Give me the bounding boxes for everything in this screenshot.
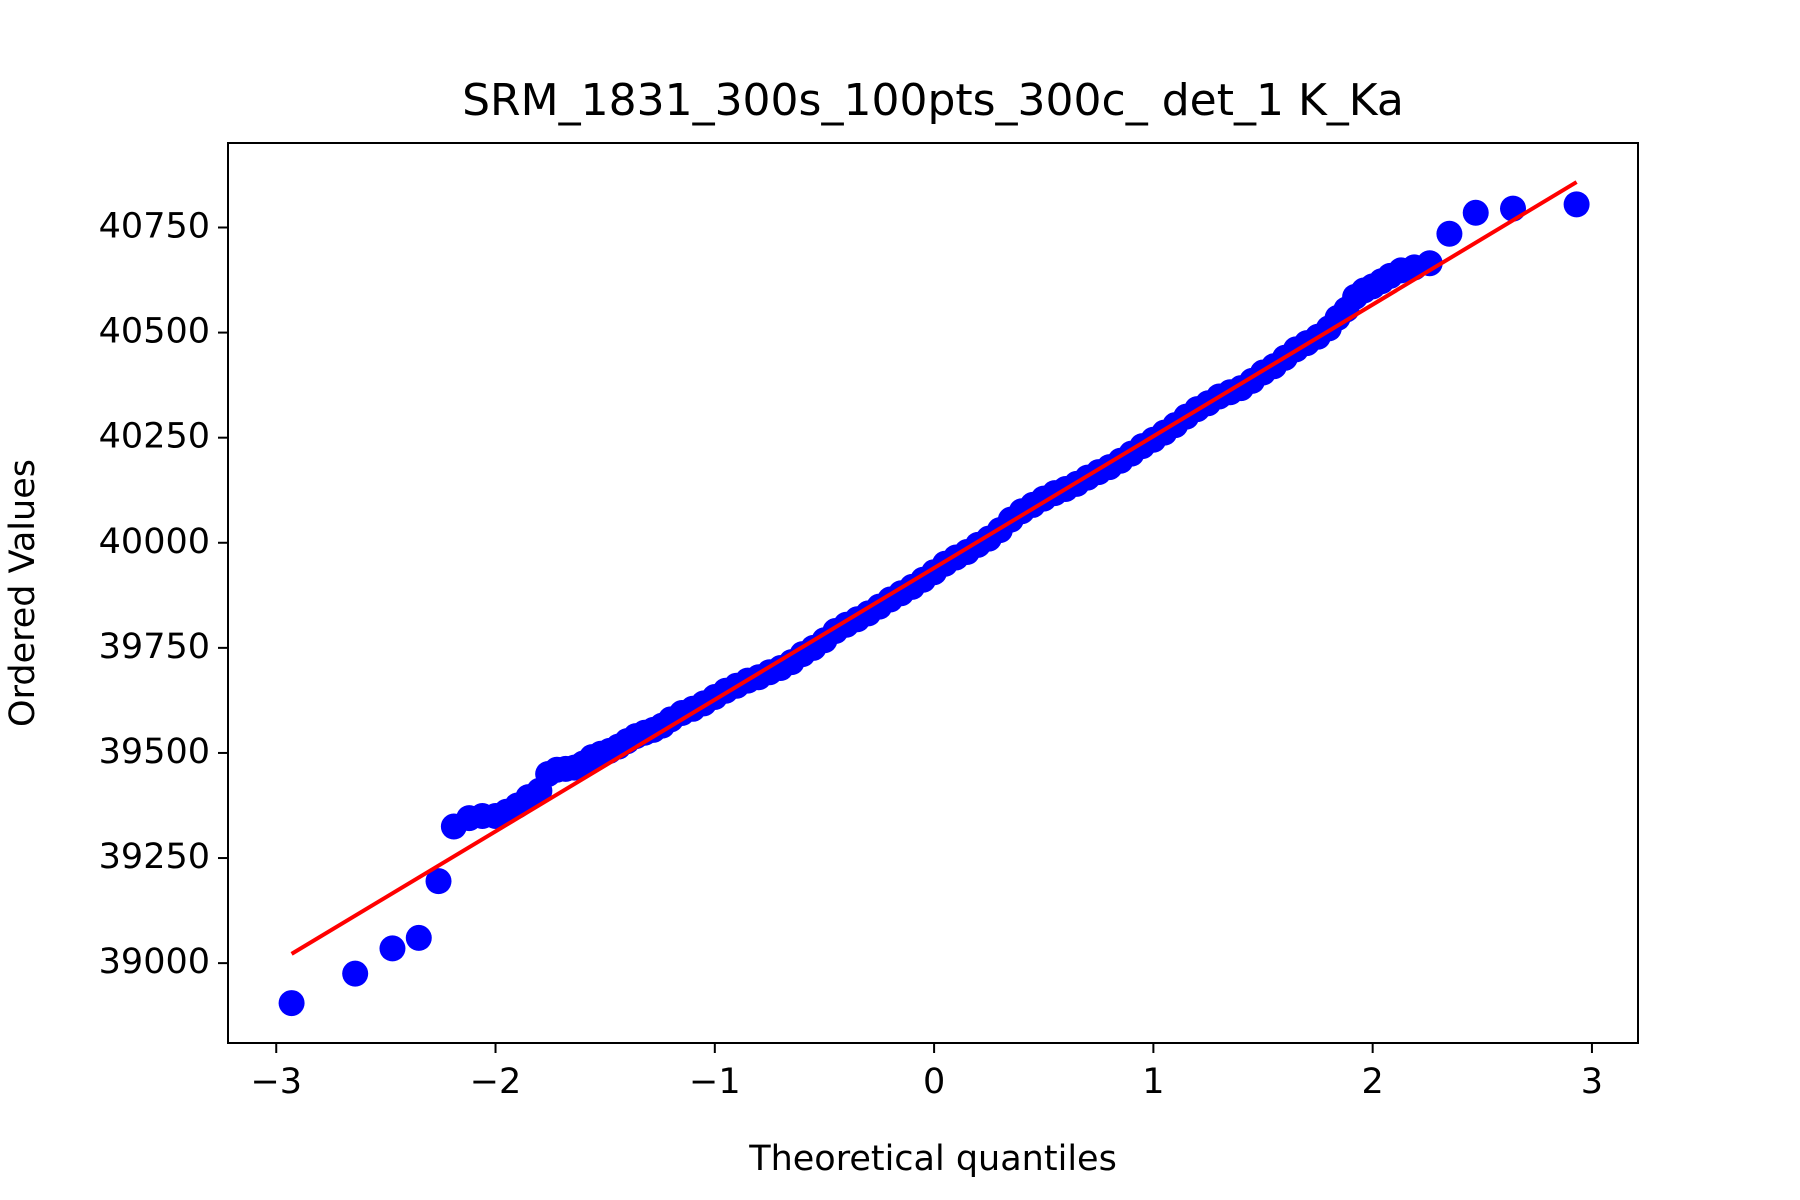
fit-line xyxy=(290,180,1578,956)
data-point xyxy=(342,960,369,987)
data-point xyxy=(1436,220,1463,247)
y-tick-label: 39000 xyxy=(99,942,210,982)
x-tick-label: 2 xyxy=(1362,1062,1384,1102)
y-tick-label: 39250 xyxy=(99,837,210,877)
y-tick-label: 40500 xyxy=(99,312,210,352)
data-point xyxy=(405,924,432,951)
y-axis-label: Ordered Values xyxy=(3,459,43,727)
data-point xyxy=(1563,191,1590,218)
data-point xyxy=(1500,195,1527,222)
data-point xyxy=(379,935,406,962)
x-tick-label: −3 xyxy=(250,1062,302,1102)
x-tick-label: 3 xyxy=(1581,1062,1603,1102)
y-tick-label: 40750 xyxy=(99,206,210,246)
x-tick-label: 0 xyxy=(923,1062,945,1102)
plot-frame xyxy=(227,142,1639,1044)
data-point xyxy=(278,990,305,1017)
y-tick-label: 39500 xyxy=(99,732,210,772)
x-tick-label: −1 xyxy=(689,1062,741,1102)
y-tick-label: 40000 xyxy=(99,522,210,562)
chart-title: SRM_1831_300s_100pts_300c_ det_1 K_Ka xyxy=(462,75,1404,126)
data-point xyxy=(1416,250,1443,277)
data-point xyxy=(425,868,452,895)
x-tick-label: 1 xyxy=(1142,1062,1164,1102)
x-axis-label: Theoretical quantiles xyxy=(748,1139,1117,1179)
y-tick-label: 40250 xyxy=(99,417,210,457)
y-tick-label: 39750 xyxy=(99,627,210,667)
x-tick-label: −2 xyxy=(470,1062,522,1102)
data-point xyxy=(1462,199,1489,226)
